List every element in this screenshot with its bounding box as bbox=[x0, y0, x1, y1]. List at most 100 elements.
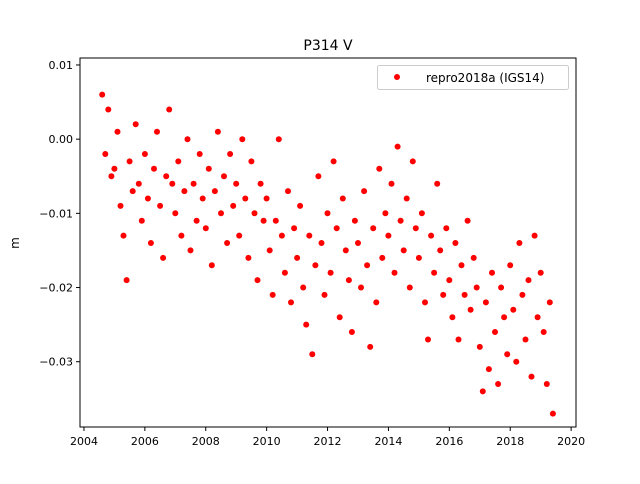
data-point bbox=[364, 262, 371, 269]
data-point bbox=[540, 329, 547, 335]
data-point bbox=[257, 180, 264, 187]
data-point bbox=[361, 188, 368, 195]
data-point bbox=[489, 269, 495, 276]
data-point bbox=[534, 314, 541, 321]
data-point bbox=[297, 202, 304, 209]
data-point bbox=[154, 128, 160, 135]
plot-frame bbox=[79, 57, 577, 428]
data-point bbox=[108, 173, 115, 180]
data-point bbox=[230, 202, 237, 209]
data-point bbox=[339, 195, 346, 202]
data-point bbox=[218, 210, 224, 217]
data-point bbox=[546, 299, 553, 306]
data-point bbox=[239, 136, 246, 143]
y-tick-label: −0.03 bbox=[39, 356, 73, 369]
data-point bbox=[157, 202, 164, 209]
data-point bbox=[278, 232, 285, 239]
data-point bbox=[510, 306, 517, 313]
data-point bbox=[418, 210, 425, 217]
data-point bbox=[160, 254, 167, 261]
legend-marker bbox=[394, 74, 400, 80]
x-tick-label: 2018 bbox=[496, 435, 524, 448]
x-tick-label: 2012 bbox=[314, 435, 342, 448]
data-point bbox=[519, 291, 526, 298]
y-tick-label: 0.01 bbox=[49, 59, 74, 72]
data-point bbox=[516, 240, 523, 246]
data-point bbox=[391, 269, 398, 276]
data-point bbox=[415, 254, 422, 261]
data-point bbox=[181, 188, 188, 195]
y-tick-label: 0.00 bbox=[49, 133, 74, 146]
data-point bbox=[315, 173, 322, 180]
data-point bbox=[498, 284, 505, 291]
data-point bbox=[351, 217, 358, 224]
data-point bbox=[202, 225, 209, 232]
data-point bbox=[260, 217, 267, 224]
data-point bbox=[348, 329, 355, 335]
data-point bbox=[291, 225, 298, 232]
data-point bbox=[504, 351, 511, 358]
data-point bbox=[397, 217, 404, 224]
data-point bbox=[507, 262, 514, 269]
data-point bbox=[464, 217, 471, 224]
data-point bbox=[114, 128, 121, 135]
data-point bbox=[227, 151, 234, 157]
data-point bbox=[479, 388, 486, 395]
x-tick-label: 2016 bbox=[435, 435, 463, 448]
data-point bbox=[528, 373, 535, 380]
data-point bbox=[446, 277, 453, 284]
data-point bbox=[105, 106, 112, 113]
data-point bbox=[126, 158, 133, 165]
data-point bbox=[135, 180, 142, 187]
data-point bbox=[336, 314, 343, 321]
data-point bbox=[428, 232, 435, 239]
data-point bbox=[169, 180, 176, 187]
legend-box bbox=[377, 65, 569, 90]
data-point bbox=[117, 202, 124, 209]
data-point bbox=[543, 381, 550, 387]
data-point bbox=[288, 299, 294, 306]
data-point bbox=[345, 277, 352, 284]
data-point bbox=[236, 232, 243, 239]
data-point bbox=[412, 225, 419, 232]
data-point bbox=[461, 291, 468, 298]
data-point bbox=[199, 195, 206, 202]
data-point bbox=[513, 358, 520, 365]
data-point bbox=[385, 232, 392, 239]
data-point bbox=[187, 247, 194, 254]
data-point bbox=[358, 284, 364, 291]
data-point bbox=[379, 254, 386, 261]
data-point bbox=[224, 240, 231, 246]
data-point bbox=[214, 128, 221, 135]
data-point bbox=[525, 277, 532, 284]
data-point bbox=[281, 269, 288, 276]
data-point bbox=[476, 343, 483, 350]
data-point bbox=[300, 284, 307, 291]
data-point bbox=[330, 158, 337, 165]
data-point bbox=[409, 158, 416, 165]
data-point bbox=[221, 173, 227, 180]
x-tick-label: 2004 bbox=[70, 435, 98, 448]
data-point bbox=[166, 106, 173, 113]
data-point bbox=[312, 262, 319, 269]
y-tick-label: −0.02 bbox=[39, 282, 73, 295]
chart-title: P314 V bbox=[303, 38, 353, 54]
data-point bbox=[205, 165, 212, 172]
data-point bbox=[449, 314, 456, 321]
data-point bbox=[318, 240, 325, 246]
data-point bbox=[184, 136, 191, 143]
data-point bbox=[99, 91, 106, 98]
data-point bbox=[333, 225, 340, 232]
data-point bbox=[425, 336, 431, 343]
data-point bbox=[437, 247, 444, 254]
x-tick-label: 2006 bbox=[131, 435, 159, 448]
y-axis-label: m bbox=[8, 237, 22, 249]
data-point bbox=[151, 165, 157, 172]
data-point bbox=[306, 232, 313, 239]
data-point bbox=[294, 254, 301, 261]
data-point bbox=[382, 210, 389, 217]
data-point bbox=[190, 180, 197, 187]
data-point bbox=[245, 254, 252, 261]
data-point bbox=[388, 180, 395, 187]
